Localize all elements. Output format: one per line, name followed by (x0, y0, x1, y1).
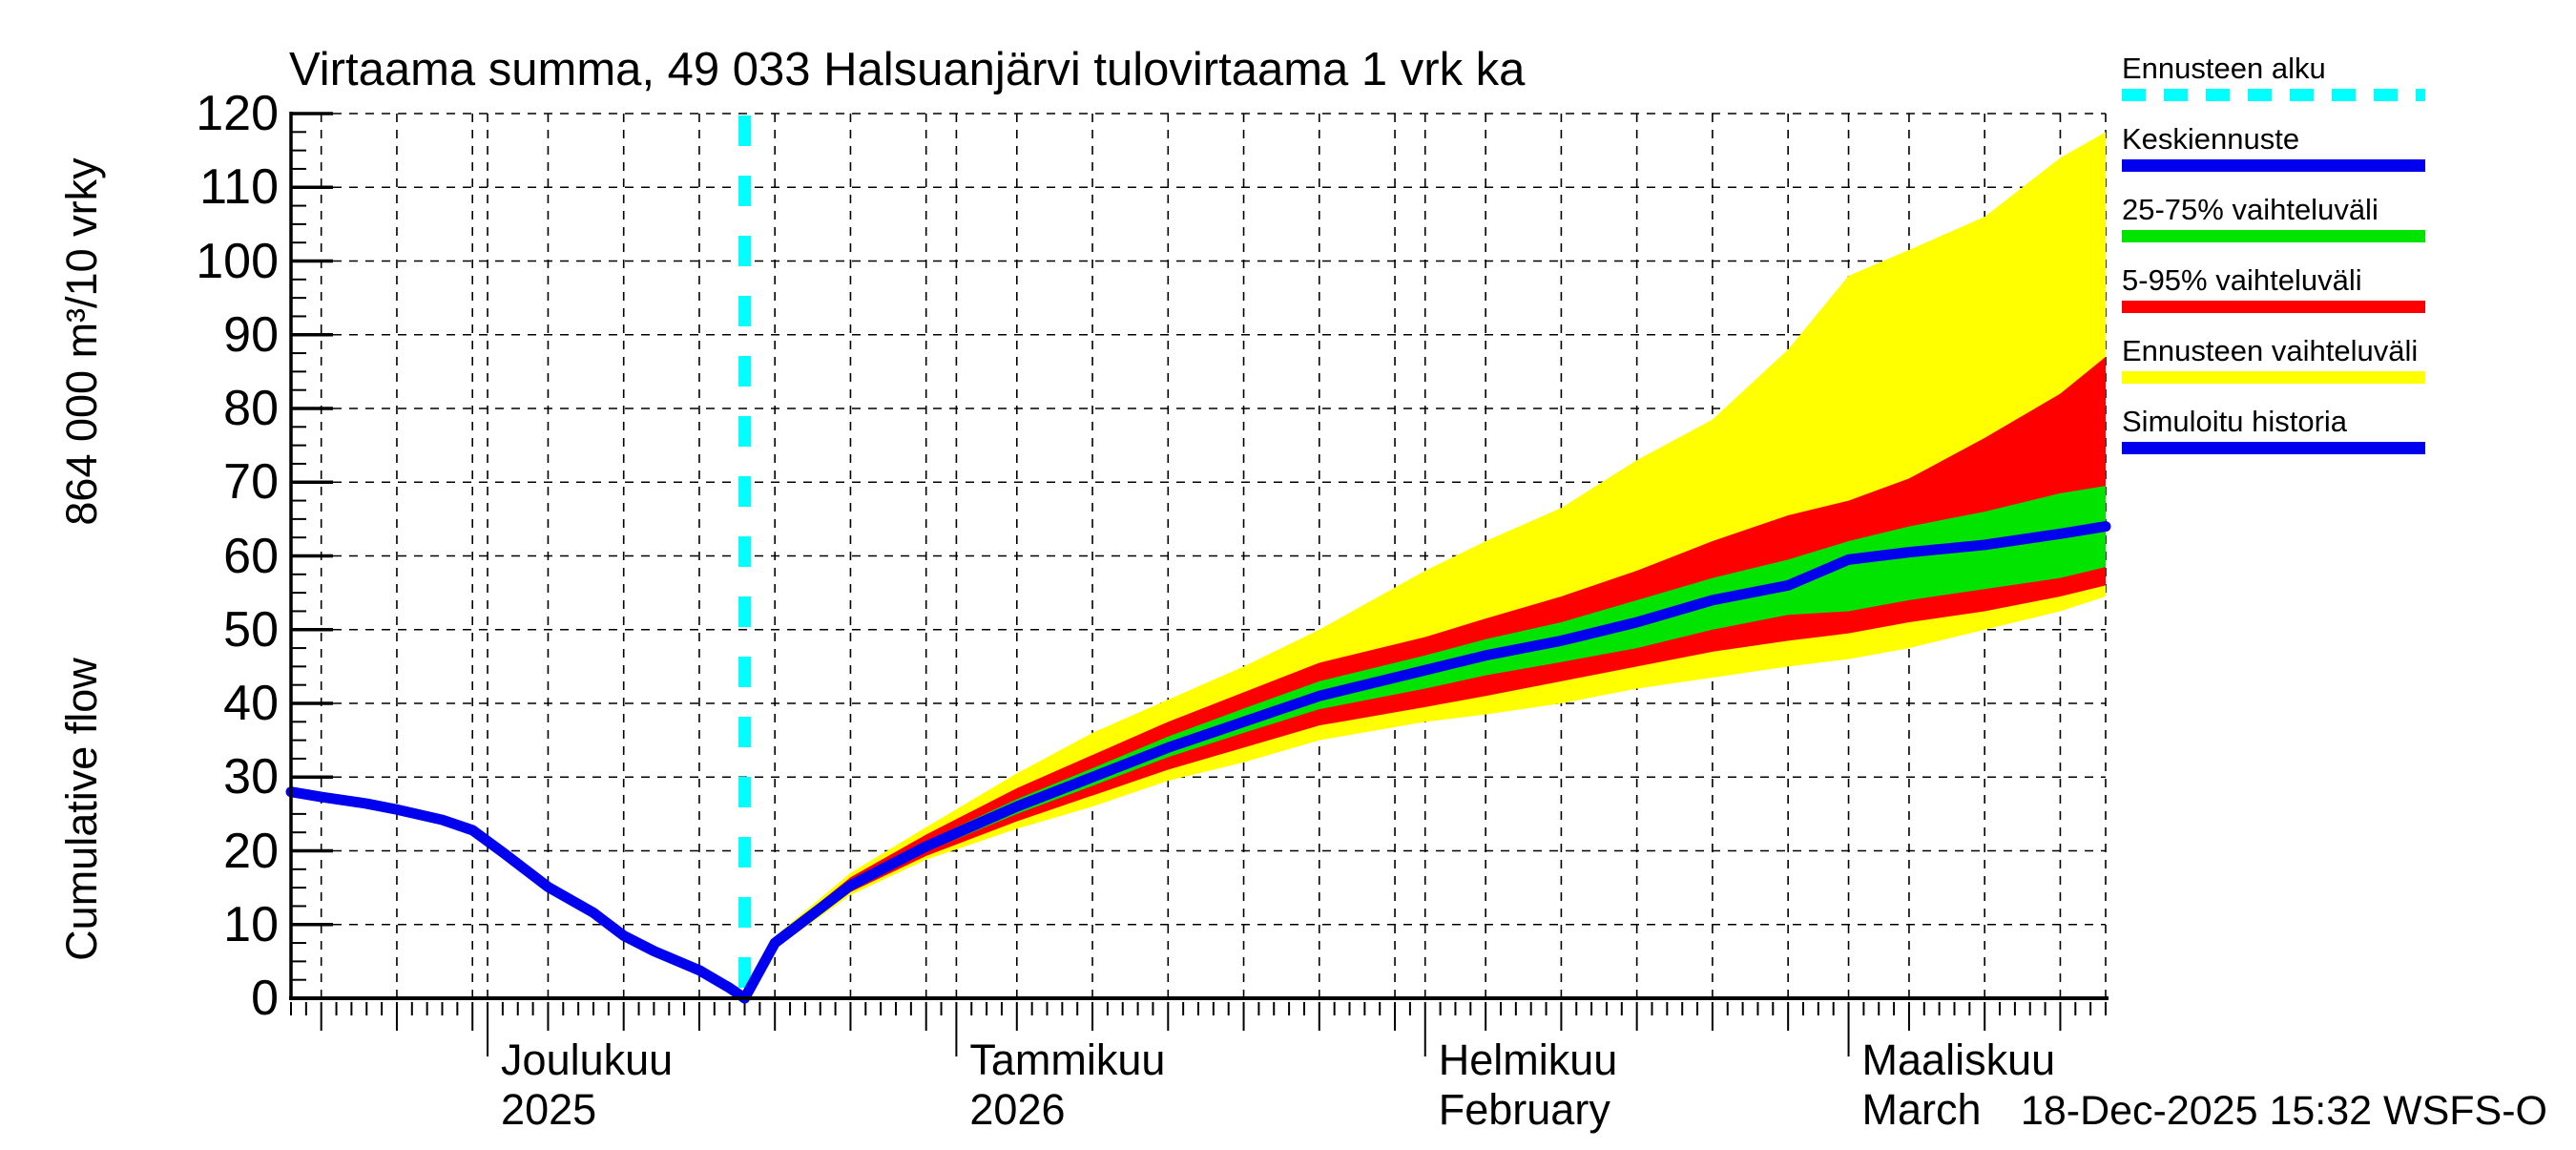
y-axis-name-label: Cumulative flow (57, 658, 106, 961)
y-tick-label: 0 (251, 971, 279, 1026)
y-tick-label: 70 (223, 454, 279, 511)
legend-swatch (2122, 89, 2425, 101)
timestamp: 18-Dec-2025 15:32 WSFS-O (2020, 1088, 2547, 1134)
legend-swatch (2122, 230, 2425, 242)
month-label: Maaliskuu (1861, 1035, 2056, 1084)
y-tick-label: 120 (196, 86, 279, 141)
legend-label: 5-95% vaihteluväli (2122, 263, 2362, 297)
y-axis-unit-label: 864 000 m³/10 vrky (57, 157, 106, 526)
month-sublabel: 2025 (501, 1085, 597, 1134)
month-label: Helmikuu (1438, 1035, 1618, 1084)
y-tick-label: 40 (223, 676, 279, 731)
y-tick-label: 50 (223, 601, 279, 658)
y-tick-label: 80 (223, 381, 279, 436)
y-tick-label: 60 (223, 528, 279, 584)
legend-label: Ennusteen vaihteluväli (2122, 334, 2419, 367)
month-label: Tammikuu (969, 1035, 1166, 1084)
y-tick-label: 30 (223, 749, 279, 805)
y-tick-label: 20 (223, 823, 279, 879)
month-sublabel: 2026 (969, 1085, 1066, 1134)
legend-swatch (2122, 442, 2425, 454)
y-tick-label: 110 (199, 159, 279, 216)
month-label: Joulukuu (501, 1035, 674, 1084)
y-tick-label: 10 (223, 896, 279, 952)
legend-label: Simuloitu historia (2122, 405, 2348, 438)
legend-label: Keskiennuste (2122, 122, 2300, 156)
legend-label: Ennusteen alku (2122, 52, 2326, 85)
legend-swatch (2122, 301, 2425, 313)
month-sublabel: February (1438, 1085, 1610, 1134)
legend-label: 25-75% vaihteluväli (2122, 193, 2379, 226)
y-tick-label: 100 (196, 233, 279, 289)
legend-swatch (2122, 371, 2425, 384)
chart-title: Virtaama summa, 49 033 Halsuanjärvi tulo… (289, 44, 1526, 95)
y-tick-label: 90 (223, 306, 279, 363)
month-sublabel: March (1861, 1085, 1982, 1134)
legend-swatch (2122, 159, 2425, 172)
